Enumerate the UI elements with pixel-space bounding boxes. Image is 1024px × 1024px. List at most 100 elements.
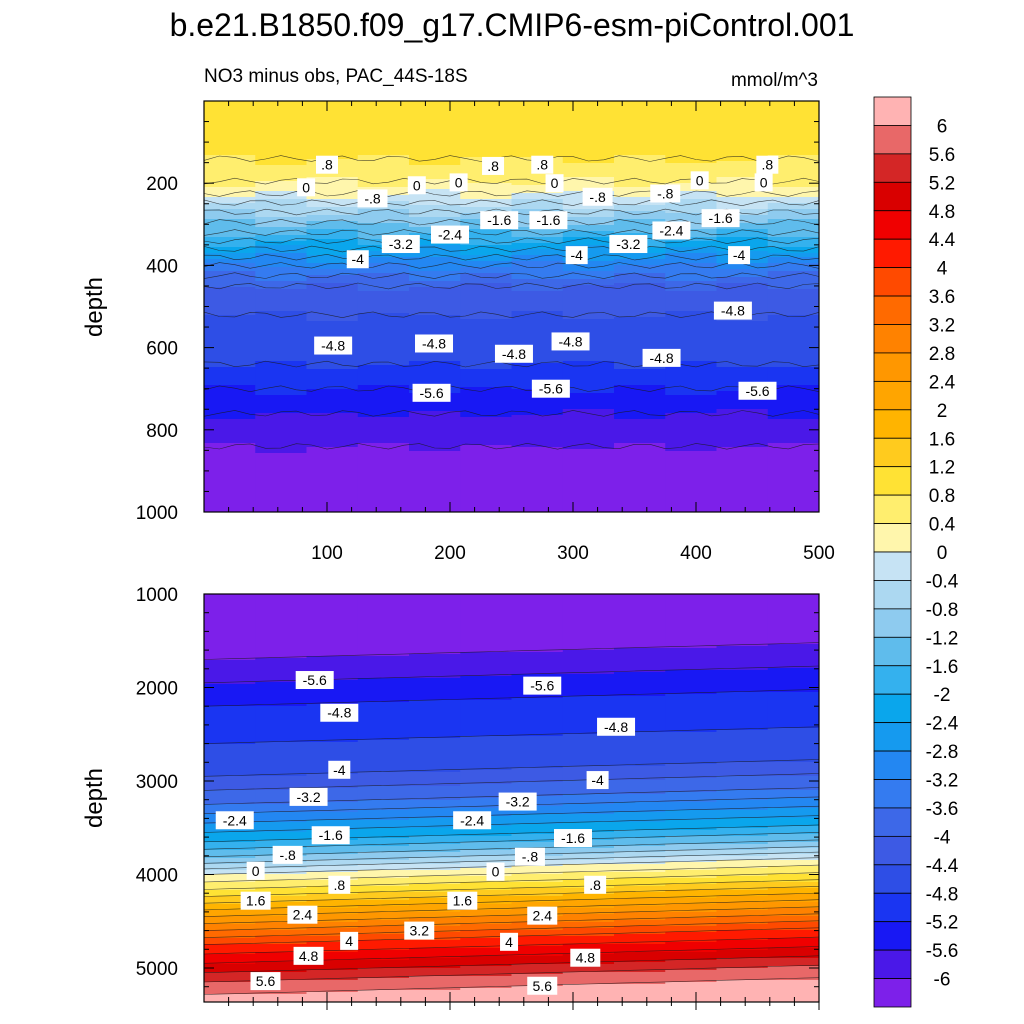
contour-band-cell	[204, 932, 256, 935]
contour-band-cell	[665, 457, 718, 460]
contour-band-cell	[562, 483, 615, 486]
contour-band-cell	[665, 624, 718, 627]
contour-band-cell	[511, 830, 564, 833]
contour-band-cell	[357, 459, 410, 462]
contour-band-cell	[511, 876, 564, 879]
contour-band-cell	[511, 475, 564, 478]
contour-band-cell	[562, 245, 615, 248]
contour-band-cell	[767, 876, 819, 879]
contour-band-cell	[511, 265, 564, 268]
contour-band-cell	[460, 307, 513, 310]
contour-band-cell	[357, 223, 410, 226]
contour-band-cell	[562, 383, 615, 386]
contour-band-cell	[716, 738, 769, 741]
contour-band-cell	[716, 872, 769, 875]
contour-band-cell	[204, 209, 256, 212]
contour-band-cell	[357, 155, 410, 158]
contour-band-cell	[767, 175, 819, 178]
contour-band-cell	[614, 447, 666, 450]
contour-band-cell	[614, 505, 666, 508]
contour-band-cell	[255, 371, 308, 374]
contour-band-cell	[716, 608, 769, 611]
contour-band-cell	[460, 910, 513, 913]
contour-band-cell	[255, 147, 308, 150]
contour-band-cell	[614, 149, 666, 152]
contour-band-cell	[511, 241, 564, 244]
contour-band-cell	[562, 708, 615, 711]
contour-band-cell	[409, 938, 461, 941]
contour-band-cell	[409, 295, 461, 298]
contour-band-cell	[357, 622, 410, 625]
contour-band-cell	[357, 165, 410, 168]
contour-band-cell	[562, 904, 615, 907]
contour-band-cell	[357, 858, 410, 861]
contour-band-cell	[204, 265, 256, 268]
contour-band-cell	[511, 944, 564, 947]
contour-band-cell	[460, 692, 513, 695]
contour-band-cell	[357, 666, 410, 669]
contour-band-cell	[460, 666, 513, 669]
contour-band-cell	[716, 403, 769, 406]
contour-band-cell	[409, 427, 461, 430]
contour-band-cell	[357, 664, 410, 667]
contour-band-cell	[614, 373, 666, 376]
contour-band-cell	[255, 624, 308, 627]
contour-band-cell	[204, 233, 256, 236]
contour-band-cell	[716, 171, 769, 174]
contour-band-cell	[409, 908, 461, 911]
contour-band-cell	[409, 171, 461, 174]
contour-band-cell	[357, 834, 410, 837]
contour-band-cell	[409, 179, 461, 182]
contour-band-cell	[409, 129, 461, 132]
contour-band-cell	[255, 636, 308, 639]
contour-band-cell	[716, 708, 769, 711]
contour-band-cell	[306, 814, 359, 817]
contour-band-cell	[306, 409, 359, 412]
contour-band-cell	[767, 265, 819, 268]
contour-band-cell	[716, 193, 769, 196]
contour-band-cell	[204, 968, 256, 971]
contour-band-cell	[306, 173, 359, 176]
contour-band-cell	[204, 802, 256, 805]
contour-band-cell	[255, 894, 308, 897]
contour-band-cell	[614, 461, 666, 464]
contour-band-cell	[460, 734, 513, 737]
contour-band-cell	[255, 345, 308, 348]
contour-band-cell	[614, 195, 666, 198]
contour-band-cell	[562, 754, 615, 757]
contour-band-cell	[511, 345, 564, 348]
contour-band-cell	[716, 594, 769, 597]
contour-band-cell	[511, 666, 564, 669]
contour-band-cell	[409, 670, 461, 673]
contour-band-cell	[409, 135, 461, 138]
contour-band-cell	[204, 930, 256, 933]
contour-band-cell	[306, 427, 359, 430]
contour-band-cell	[255, 417, 308, 420]
contour-band-cell	[716, 101, 769, 104]
contour-band-cell	[716, 600, 769, 603]
contour-band-cell	[665, 135, 718, 138]
contour-band-cell	[460, 145, 513, 148]
contour-band-cell	[716, 832, 769, 835]
contour-band-cell	[204, 137, 256, 140]
contour-band-cell	[511, 479, 564, 482]
contour-band-cell	[306, 662, 359, 665]
contour-band-cell	[255, 337, 308, 340]
contour-band-cell	[409, 860, 461, 863]
contour-band-cell	[511, 896, 564, 899]
contour-band-cell	[255, 217, 308, 220]
contour-band-cell	[665, 900, 718, 903]
contour-band-cell	[204, 766, 256, 769]
contour-label: 0	[449, 173, 468, 192]
contour-band-cell	[767, 369, 819, 372]
contour-band-cell	[511, 481, 564, 484]
contour-band-cell	[306, 315, 359, 318]
contour-band-cell	[614, 874, 666, 877]
contour-band-cell	[511, 399, 564, 402]
contour-band-cell	[767, 415, 819, 418]
contour-band-cell	[716, 728, 769, 731]
contour-band-cell	[409, 956, 461, 959]
contour-band-cell	[767, 974, 819, 977]
contour-band-cell	[357, 690, 410, 693]
contour-band-cell	[409, 706, 461, 709]
